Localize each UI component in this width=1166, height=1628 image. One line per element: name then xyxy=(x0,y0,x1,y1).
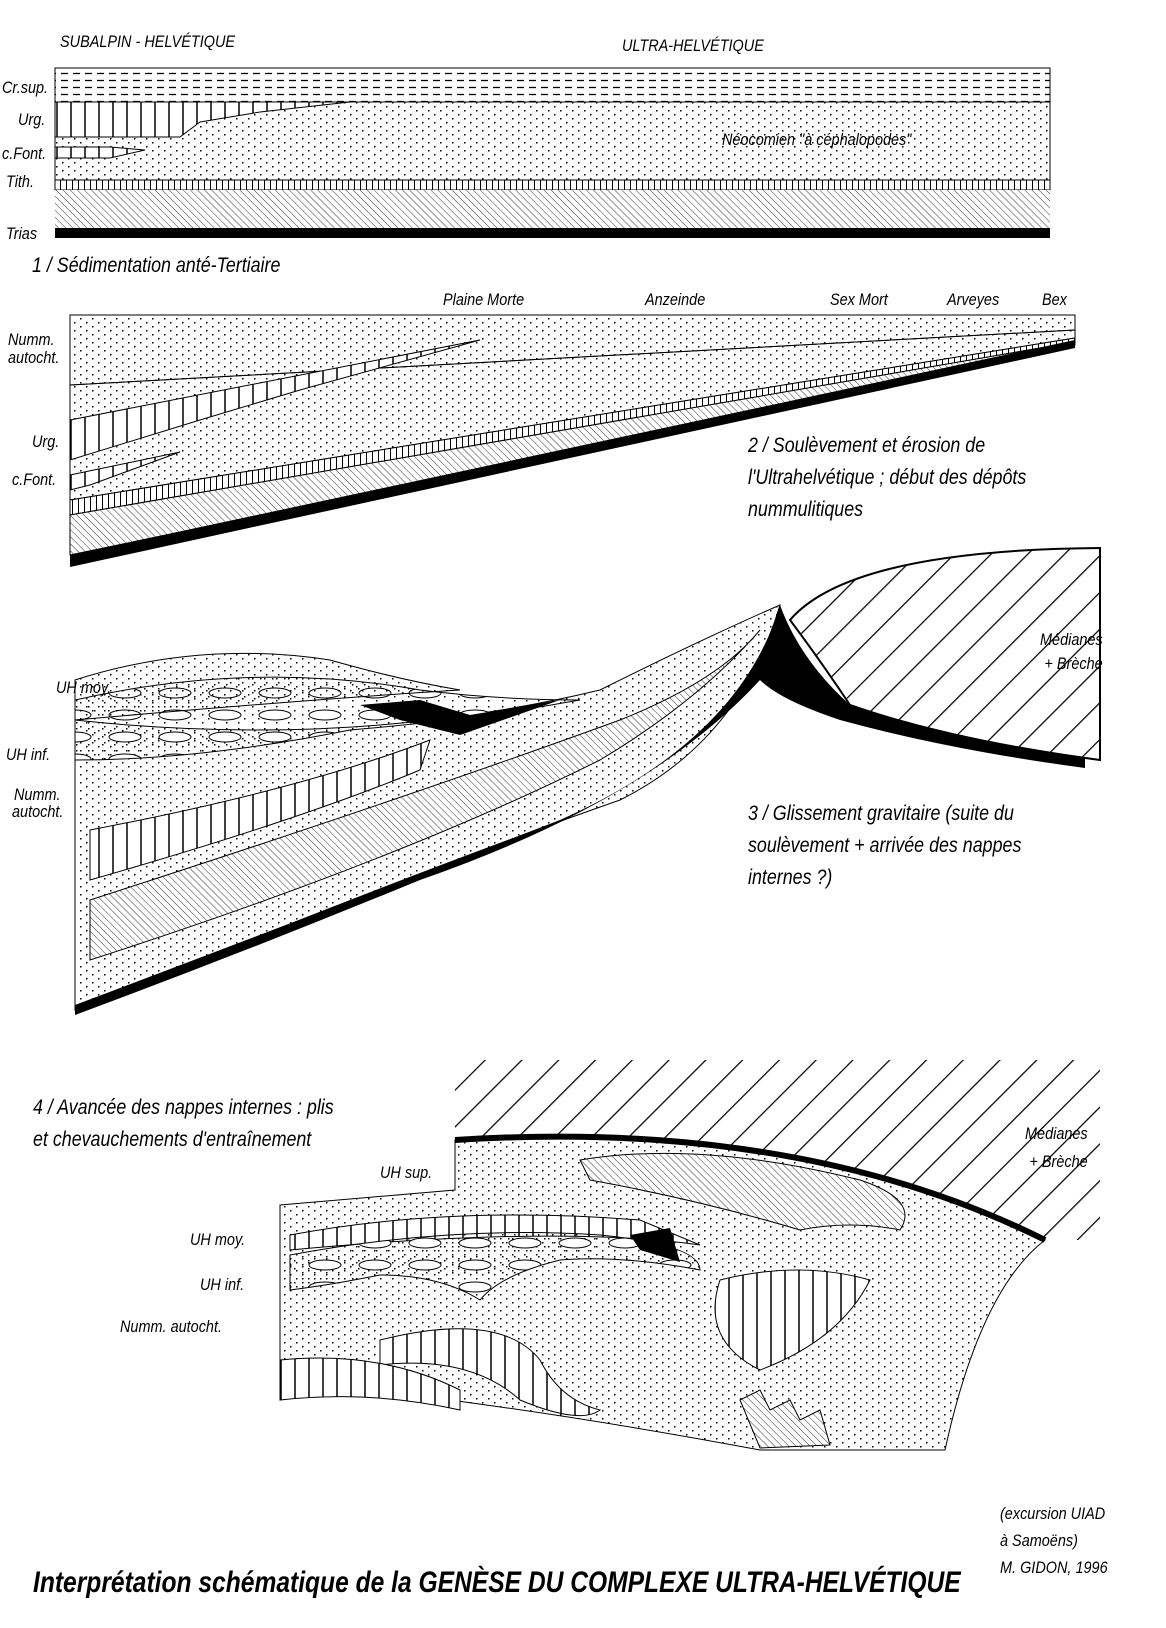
caption-line: internes ?) xyxy=(748,866,833,889)
caption-line: 4 / Avancée des nappes internes : plis xyxy=(33,1096,334,1119)
caption-step-3: 3 / Glissement gravitaire (suite du soul… xyxy=(748,798,1021,894)
medianes-label: Médianes + Brèche xyxy=(1040,628,1103,676)
layer-label-autocht: autocht. xyxy=(8,348,60,367)
zone-label-subalpin: SUBALPIN - HELVÉTIQUE xyxy=(60,32,236,51)
caption-line: nummulitiques xyxy=(748,498,864,521)
layer-label-cr-sup: Cr.sup. xyxy=(2,78,49,97)
layer-label-urg: Urg. xyxy=(18,110,46,129)
locality-arveyes: Arveyes xyxy=(947,290,1000,309)
caption-step-2: 2 / Soulèvement et érosion de l'Ultrahel… xyxy=(748,430,1026,526)
caption-line: et chevauchements d'entraînement xyxy=(33,1128,312,1151)
layer-label-numm: Numm. xyxy=(14,785,61,804)
geological-cross-sections xyxy=(54,67,1101,1451)
panel-3-section xyxy=(74,546,1101,1015)
caption-line: l'Ultrahelvétique ; début des dépôts xyxy=(748,466,1027,489)
locality-bex: Bex xyxy=(1042,290,1067,309)
layer-label-autocht: autocht. xyxy=(12,802,64,821)
caption-step-4: 4 / Avancée des nappes internes : plis e… xyxy=(33,1092,334,1156)
panel-1-section xyxy=(54,67,1051,238)
layer-label-uh-sup: UH sup. xyxy=(380,1163,433,1182)
caption-step-1: 1 / Sédimentation anté-Tertiaire xyxy=(32,254,281,277)
layer-label-uh-inf: UH inf. xyxy=(6,745,51,764)
layer-label-trias: Trias xyxy=(6,224,38,243)
label-line: + Brèche xyxy=(1029,1152,1088,1171)
neocomien-label: Néocomien "à céphalopodes" xyxy=(722,130,912,149)
layer-label-c-font: c.Font. xyxy=(12,470,57,489)
locality-plaine-morte: Plaine Morte xyxy=(443,290,525,309)
layer-label-tith: Tith. xyxy=(6,172,34,191)
label-line: + Brèche xyxy=(1044,654,1103,673)
credit-line: (excursion UIAD xyxy=(1000,1504,1106,1523)
panel-2-section xyxy=(69,314,1076,567)
locality-anzeinde: Anzeinde xyxy=(645,290,706,309)
zone-label-ultrahelvetique: ULTRA-HELVÉTIQUE xyxy=(622,36,764,55)
layer-label-c-font: c.Font. xyxy=(2,144,47,163)
credit-line: à Samoëns) xyxy=(1000,1531,1078,1550)
credit-line: M. GIDON, 1996 xyxy=(1000,1558,1108,1577)
layer-label-numm-autocht: Numm. autocht. xyxy=(120,1317,222,1336)
panel-4-section xyxy=(279,1060,1100,1451)
figure-title: Interprétation schématique de la GENÈSE … xyxy=(33,1566,961,1599)
layer-label-numm: Numm. xyxy=(8,330,55,349)
layer-label-uh-moy: UH moy. xyxy=(56,678,112,697)
credit: (excursion UIAD à Samoëns) M. GIDON, 199… xyxy=(1000,1500,1108,1581)
medianes-label: Médianes + Brèche xyxy=(1025,1120,1088,1176)
caption-line: soulèvement + arrivée des nappes xyxy=(748,834,1022,857)
locality-sex-mort: Sex Mort xyxy=(830,290,888,309)
label-line: Médianes xyxy=(1040,630,1103,649)
layer-label-uh-inf: UH inf. xyxy=(200,1275,245,1294)
caption-line: 3 / Glissement gravitaire (suite du xyxy=(748,802,1014,825)
caption-line: 2 / Soulèvement et érosion de xyxy=(748,434,986,457)
layer-label-uh-moy: UH moy. xyxy=(190,1230,246,1249)
label-line: Médianes xyxy=(1025,1124,1088,1143)
layer-label-urg: Urg. xyxy=(32,432,60,451)
